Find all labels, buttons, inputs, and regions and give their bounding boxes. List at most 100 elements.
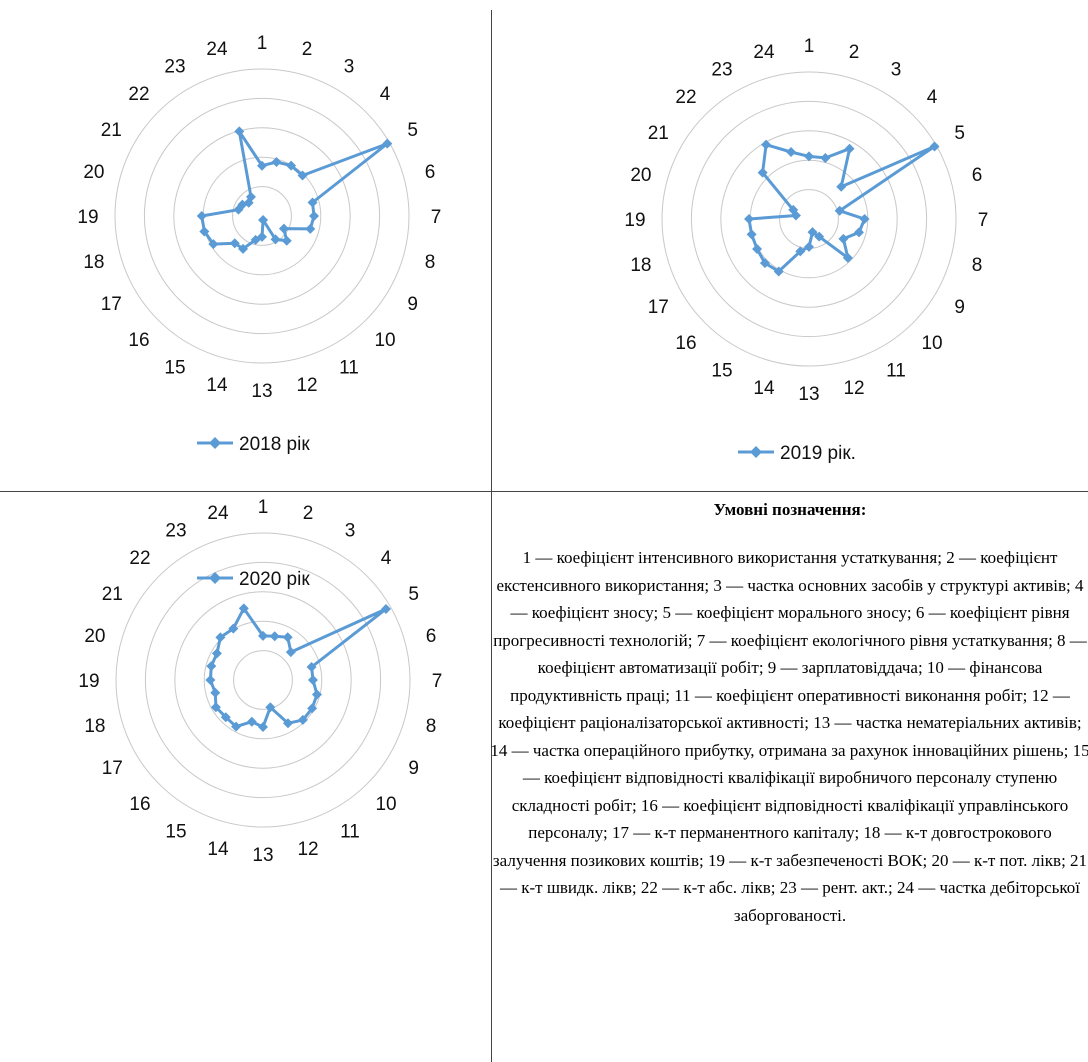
data-point [744,214,755,224]
category-label: 3 [891,59,902,80]
category-label: 6 [426,626,437,647]
data-point [842,252,853,263]
category-label: 13 [252,845,273,866]
category-label: 1 [257,33,268,54]
data-point [210,702,221,713]
category-label: 22 [675,87,696,108]
radar-grid [115,532,411,828]
legend-marker [750,446,762,458]
category-label: 17 [102,758,123,779]
data-point [206,661,217,672]
data-point [307,197,318,208]
data-point [199,226,210,237]
chart-legend: 2019 рік. [738,443,856,464]
category-label: 24 [753,42,775,63]
data-point [307,703,318,714]
category-label: 21 [101,120,122,141]
data-point [820,152,831,163]
grid-ring [144,561,382,799]
category-label: 1 [258,497,269,518]
data-point [297,170,308,181]
category-label: 9 [954,297,965,318]
category-label: 10 [375,794,396,815]
category-label: 12 [843,378,864,399]
category-label: 16 [675,333,696,354]
data-point [282,632,293,643]
data-point [306,661,317,672]
data-point [238,243,249,254]
data-point [804,151,814,162]
category-label: 7 [431,207,442,228]
category-label: 1 [804,36,815,57]
category-label: 6 [972,165,983,186]
data-point [250,234,261,245]
category-label: 19 [78,671,99,692]
grid-ring [690,100,928,338]
data-point [270,234,281,245]
category-label: 20 [630,165,651,186]
grid-ring [203,620,323,740]
category-label: 11 [340,822,360,843]
category-label: 4 [381,548,392,569]
category-label: 13 [251,381,272,402]
grid-ring [779,189,839,249]
category-label: 4 [380,84,391,105]
category-label: 2 [302,39,313,60]
data-point [795,246,806,257]
data-point [834,205,845,216]
data-point [382,138,393,149]
grid-ring [720,130,898,308]
notes-panel: Умовні позначення: 1 — коефіцієнт інтенс… [490,492,1088,1062]
category-label: 5 [407,120,418,141]
category-label: 8 [972,255,983,276]
data-point [773,266,784,277]
category-label: 6 [425,162,436,183]
vertical-divider [491,10,492,1062]
category-label: 17 [101,294,122,315]
category-label: 22 [129,548,150,569]
data-point [311,689,322,700]
data-point [271,157,282,168]
category-label: 2 [303,503,314,524]
data-point [853,227,864,238]
data-point [281,235,292,246]
data-point [752,243,763,254]
category-label: 21 [648,123,669,144]
category-label: 19 [624,210,645,231]
notes-text: 1 — коефіцієнт інтенсивного використання… [490,548,1088,925]
data-point [234,126,245,137]
category-label: 3 [345,520,356,541]
data-point [282,718,293,729]
category-label: 15 [711,361,732,382]
category-label: 10 [921,333,942,354]
category-label: 22 [128,84,149,105]
series-markers [205,603,391,733]
data-point [305,223,316,234]
data-point [746,229,757,240]
legend-label: 2020 рік [239,569,310,590]
category-label: 23 [164,56,185,77]
category-label: 15 [164,358,185,379]
category-label: 18 [630,255,651,276]
data-point [309,211,320,221]
data-point [258,722,268,733]
radar-chart-2018: 1 234567891011121314151617181920212223242… [77,33,441,455]
data-point [844,143,855,154]
category-label: 4 [927,87,938,108]
data-point [307,675,318,685]
category-label: 18 [83,252,104,273]
series-markers [744,139,940,277]
grid-ring [661,71,957,367]
data-point [196,211,207,221]
legend-marker [209,437,221,449]
category-label: 21 [102,584,123,605]
data-point [208,239,219,250]
data-point [380,603,391,614]
category-label: 7 [978,210,989,231]
radar-grid [114,68,410,364]
data-point [838,233,849,244]
data-point [210,687,221,698]
